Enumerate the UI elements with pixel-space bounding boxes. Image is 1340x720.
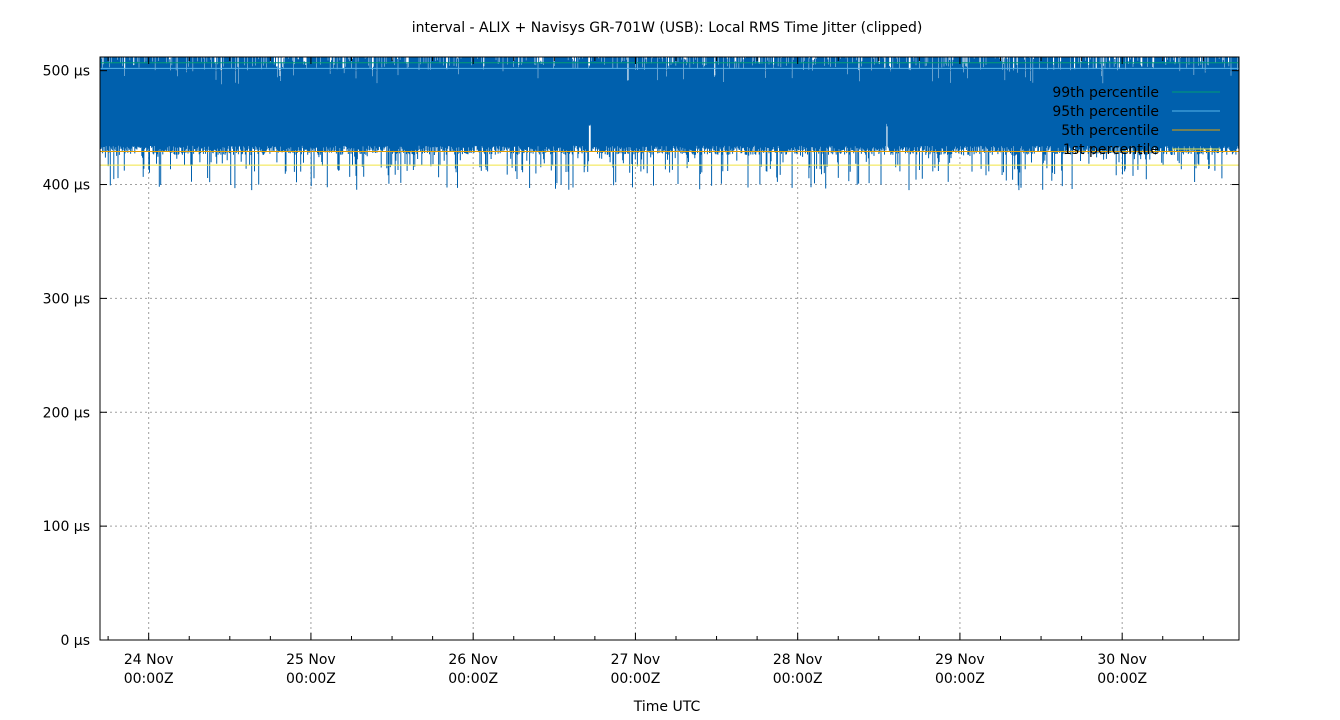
- y-tick-label: 0 µs: [60, 633, 90, 649]
- plot-frame: [99, 56, 1240, 641]
- x-tick-label-date: 27 Nov: [611, 652, 661, 668]
- legend: 99th percentile 95th percentile 5th percen…: [1052, 85, 1220, 158]
- x-tick-label-date: 26 Nov: [448, 652, 498, 668]
- legend-label: 5th percentile: [1061, 123, 1159, 139]
- x-tick-label-time: 00:00Z: [124, 671, 174, 687]
- y-tick-label: 300 µs: [43, 291, 90, 307]
- grid-lines: [100, 57, 1239, 640]
- legend-label: 1st percentile: [1063, 142, 1159, 158]
- legend-label: 95th percentile: [1052, 104, 1159, 120]
- x-tick-label-time: 00:00Z: [1097, 671, 1147, 687]
- chart-title: interval - ALIX + Navisys GR-701W (USB):…: [412, 20, 923, 36]
- x-tick-label-time: 00:00Z: [773, 671, 823, 687]
- legend-label: 99th percentile: [1052, 85, 1159, 101]
- x-tick-label-date: 28 Nov: [773, 652, 823, 668]
- y-tick-label: 400 µs: [43, 178, 90, 194]
- y-tick-label: 200 µs: [43, 405, 90, 421]
- axis-ticks: 0 µs 100 µs 200 µs 300 µs 400 µs 500 µs 24 Nov…: [43, 57, 1239, 687]
- x-tick-label-date: 24 Nov: [124, 652, 174, 668]
- x-tick-label-time: 00:00Z: [935, 671, 985, 687]
- x-tick-label-time: 00:00Z: [610, 671, 660, 687]
- x-axis-label: Time UTC: [633, 699, 701, 715]
- x-tick-label-time: 00:00Z: [286, 671, 336, 687]
- x-tick-label-date: 30 Nov: [1097, 652, 1147, 668]
- x-tick-label-time: 00:00Z: [448, 671, 498, 687]
- x-tick-label-date: 29 Nov: [935, 652, 985, 668]
- x-tick-label-date: 25 Nov: [286, 652, 336, 668]
- percentile-lines: [100, 62, 1239, 166]
- y-tick-label: 100 µs: [43, 519, 90, 535]
- y-tick-label: 500 µs: [43, 64, 90, 80]
